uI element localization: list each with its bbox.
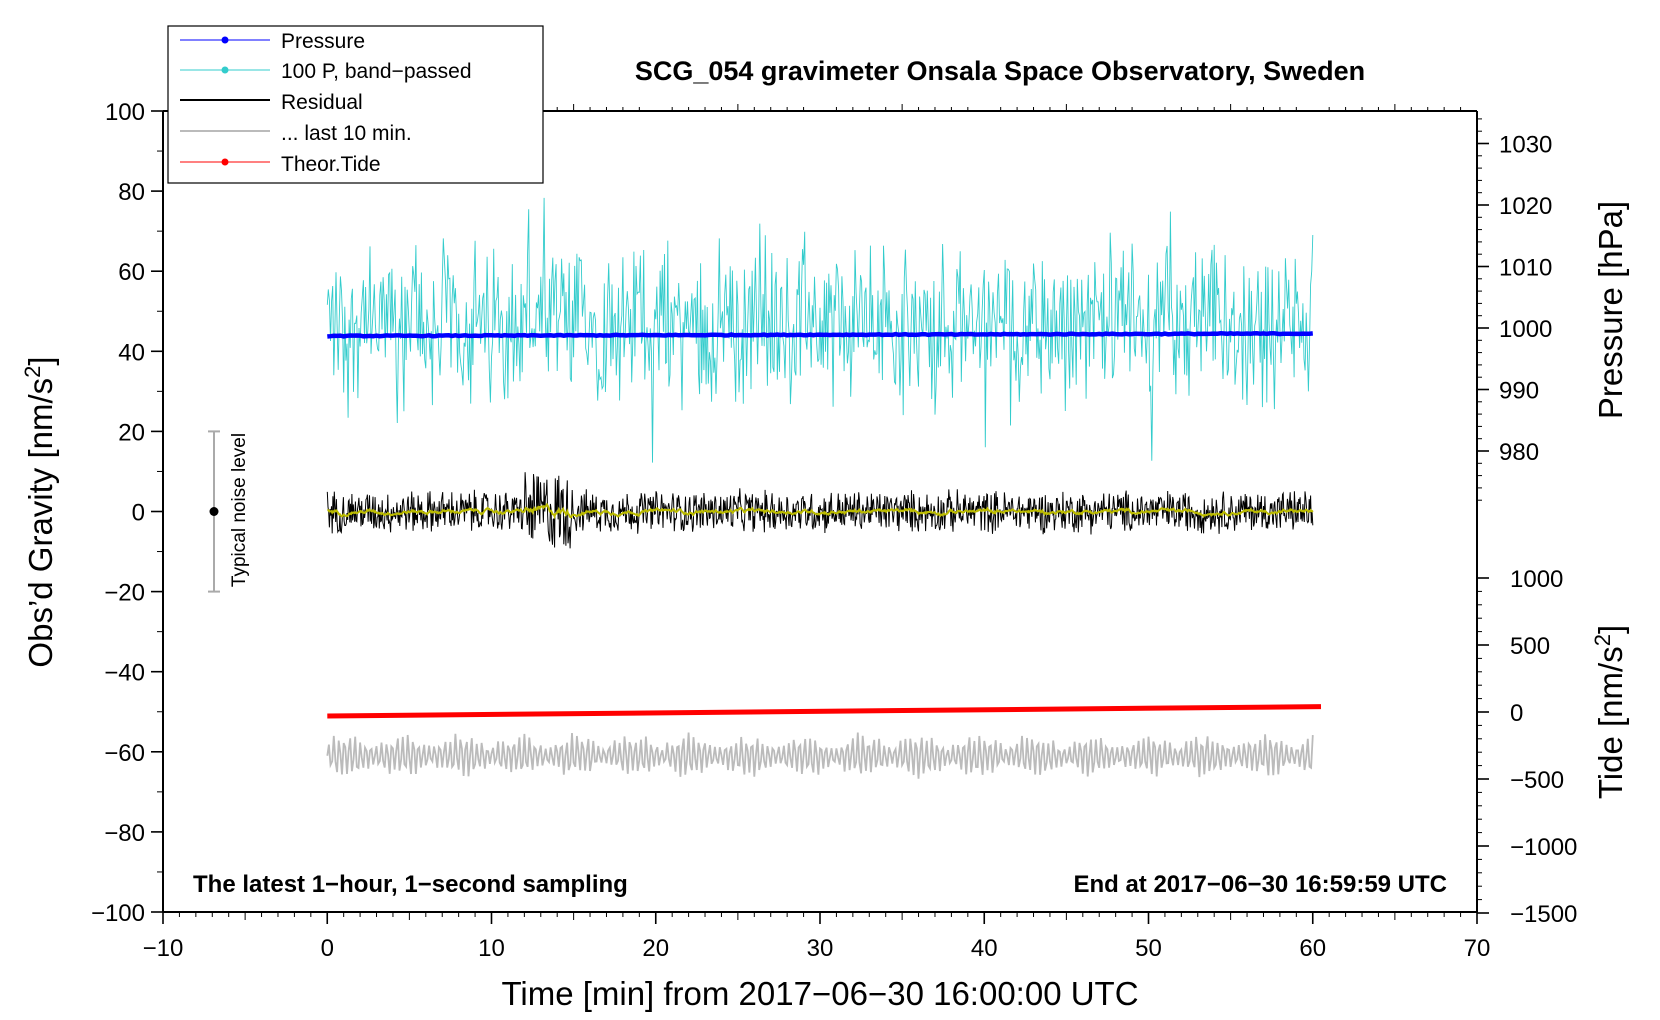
y-axis-left-title-sup: 2 (20, 366, 45, 378)
legend-label-pressure: Pressure (281, 30, 365, 53)
x-axis: −10 0 10 20 30 40 50 60 70 (143, 104, 1491, 962)
tide-tick-label-0: −1500 (1510, 901, 1577, 928)
pressure-tick-label-4: 1020 (1499, 193, 1552, 220)
series-layer (326, 197, 1322, 779)
noise-level-bar (208, 430, 220, 593)
legend: Pressure 100 P, band−passed Residual ...… (167, 25, 544, 184)
legend-label-residual: Residual (281, 91, 363, 114)
y-left-tick-label-4: −20 (104, 580, 145, 607)
y-left-tick-label-5: 0 (132, 500, 145, 527)
chart-title: SCG_054 gravimeter Onsala Space Observat… (635, 56, 1365, 86)
y-left-tick-label-1: −80 (104, 820, 145, 847)
series-line-tide (327, 704, 1322, 719)
x-tick-label-2: 10 (478, 935, 505, 962)
pressure-tick-label-3: 1010 (1499, 255, 1552, 282)
y-axis-left-title: Obs’d Gravity [nm/s2] (20, 356, 59, 667)
legend-item-residual: Residual (180, 91, 363, 114)
pressure-tick-label-1: 990 (1499, 378, 1539, 405)
legend-item-pressure: Pressure (180, 30, 365, 53)
y-left-tick-label-8: 60 (118, 259, 145, 286)
legend-item-tide: Theor.Tide (180, 153, 381, 176)
y-axis-left-title-main: Obs’d Gravity [nm/s (22, 378, 59, 668)
y-axis-tide-title-sup: 2 (1590, 634, 1615, 646)
series-line-last10 (326, 732, 1314, 779)
y-left-tick-label-9: 80 (118, 179, 145, 206)
x-tick-label-3: 20 (642, 935, 669, 962)
y-axis-pressure: 980 990 1000 1010 1020 1030 (1477, 118, 1552, 501)
x-tick-label-1: 0 (321, 935, 334, 962)
legend-item-bandpassed: 100 P, band−passed (180, 60, 472, 83)
y-left-tick-label-2: −60 (104, 740, 145, 767)
tide-tick-label-4: 500 (1510, 633, 1550, 660)
legend-marker-pressure (221, 36, 229, 44)
y-axis-pressure-title: Pressure [hPa] (1592, 201, 1629, 419)
tide-tick-label-3: 0 (1510, 700, 1523, 727)
pressure-tick-label-2: 1000 (1499, 316, 1552, 343)
noise-bar-center (209, 507, 219, 516)
x-tick-label-8: 70 (1464, 935, 1491, 962)
tide-tick-label-5: 1000 (1510, 566, 1563, 593)
pressure-tick-label-0: 980 (1499, 439, 1539, 466)
y-axis-tide: −1500 −1000 −500 0 500 1000 (1477, 566, 1577, 928)
legend-label-bandpassed: 100 P, band−passed (281, 60, 472, 83)
y-axis-tide-title-tail: ] (1592, 625, 1629, 634)
annotation-end-time: End at 2017−06−30 16:59:59 UTC (1073, 871, 1447, 898)
y-axis-left: −100 −80 −60 −40 −20 0 20 40 60 80 100 (91, 99, 163, 927)
x-tick-label-5: 40 (971, 935, 998, 962)
legend-label-tide: Theor.Tide (281, 153, 381, 176)
legend-box (167, 25, 544, 184)
legend-marker-tide (221, 158, 229, 166)
series-line-pressure (327, 330, 1314, 339)
legend-marker-bandpassed (221, 66, 229, 74)
x-tick-label-0: −10 (143, 935, 184, 962)
x-tick-label-7: 60 (1299, 935, 1326, 962)
annotation-sampling: The latest 1−hour, 1−second sampling (193, 871, 628, 898)
tide-tick-label-2: −500 (1510, 767, 1564, 794)
y-axis-tide-title: Tide [nm/s2] (1590, 625, 1629, 799)
noise-level-label: Typical noise level (229, 433, 250, 587)
series-line-residual-smoothed (327, 502, 1314, 520)
y-left-tick-label-3: −40 (104, 660, 145, 687)
y-axis-tide-title-main: Tide [nm/s (1592, 646, 1629, 799)
y-left-tick-label-0: −100 (91, 900, 145, 927)
y-left-tick-label-6: 20 (118, 419, 145, 446)
x-axis-title: Time [min] from 2017−06−30 16:00:00 UTC (501, 975, 1138, 1012)
x-tick-label-6: 50 (1135, 935, 1162, 962)
y-left-tick-label-10: 100 (105, 99, 145, 126)
x-tick-label-4: 30 (807, 935, 834, 962)
y-axis-left-title-tail: ] (22, 356, 59, 365)
legend-label-last10: ... last 10 min. (281, 122, 412, 145)
series-line-bandpassed (326, 197, 1314, 463)
tide-tick-label-1: −1000 (1510, 834, 1577, 861)
legend-item-last10: ... last 10 min. (180, 122, 412, 145)
pressure-tick-label-5: 1030 (1499, 132, 1552, 159)
y-left-tick-label-7: 40 (118, 339, 145, 366)
